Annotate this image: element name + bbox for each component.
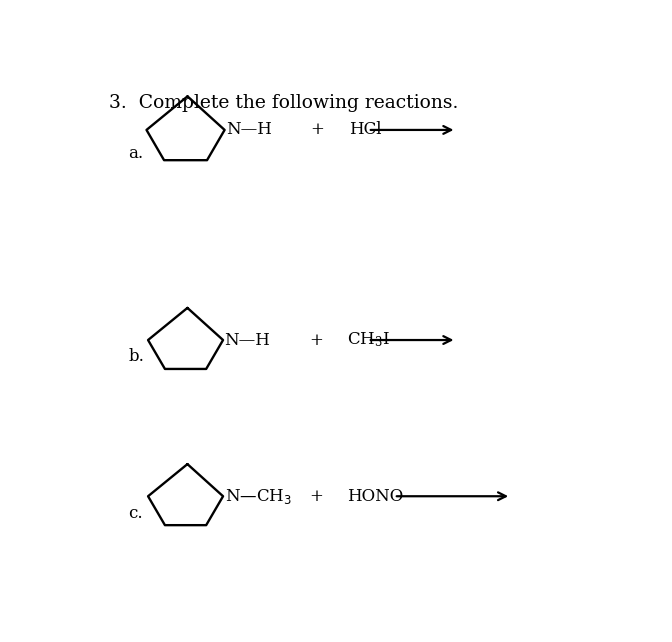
Text: +: + (309, 488, 323, 505)
Text: $\mathregular{CH_3I}$: $\mathregular{CH_3I}$ (347, 331, 390, 349)
Text: N—H: N—H (224, 331, 271, 349)
Text: HCl: HCl (349, 121, 381, 139)
Text: N—H: N—H (226, 121, 272, 139)
Text: b.: b. (128, 348, 144, 365)
Text: a.: a. (128, 145, 143, 162)
Text: 3.  Complete the following reactions.: 3. Complete the following reactions. (109, 94, 458, 112)
Text: HONO: HONO (347, 488, 403, 505)
Text: +: + (310, 121, 325, 139)
Text: c.: c. (128, 505, 143, 521)
Text: +: + (309, 331, 323, 349)
Text: N—CH$_3$: N—CH$_3$ (224, 487, 292, 506)
